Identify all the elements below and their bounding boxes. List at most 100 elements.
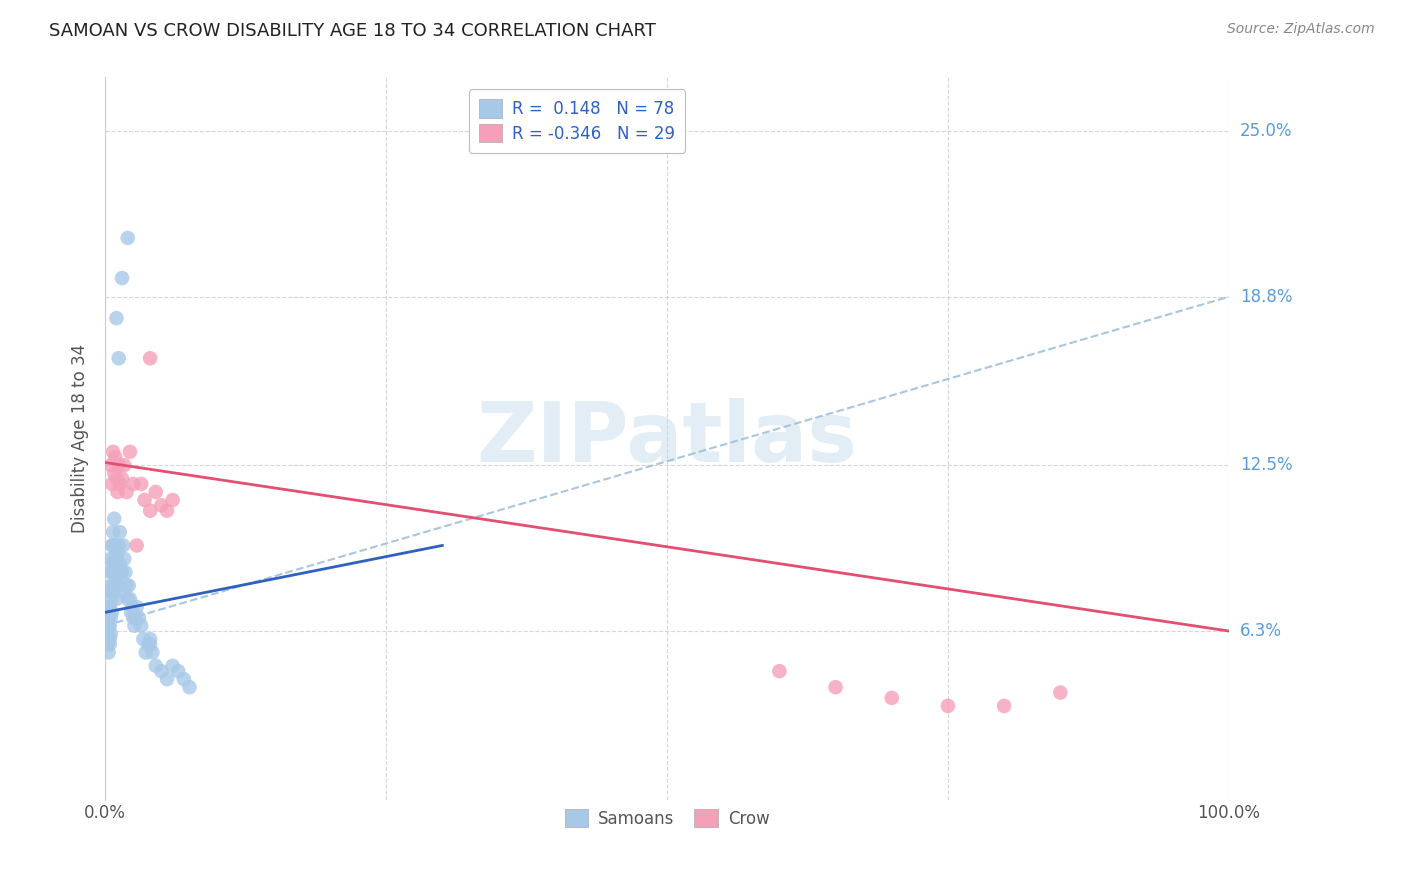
Point <box>97 610 120 624</box>
Point <box>135 645 157 659</box>
Point <box>98 637 121 651</box>
Point <box>993 698 1015 713</box>
Point <box>162 658 184 673</box>
Point <box>124 618 146 632</box>
Point <box>108 525 131 540</box>
Point <box>101 565 124 579</box>
Point <box>101 605 124 619</box>
Point <box>100 458 122 473</box>
Point <box>101 445 124 459</box>
Point <box>107 546 129 560</box>
Point <box>936 698 959 713</box>
Point <box>107 458 129 473</box>
Point <box>103 538 125 552</box>
Point <box>139 504 162 518</box>
Point <box>103 551 125 566</box>
Point <box>101 538 124 552</box>
Point <box>139 637 162 651</box>
Point <box>104 538 127 552</box>
Point <box>103 467 125 481</box>
Point <box>104 450 127 465</box>
Point <box>104 573 127 587</box>
Point <box>114 565 136 579</box>
Point <box>145 485 167 500</box>
Point <box>105 472 128 486</box>
Point <box>96 605 118 619</box>
Point <box>179 680 201 694</box>
Point <box>156 504 179 518</box>
Point <box>108 477 131 491</box>
Text: SAMOAN VS CROW DISABILITY AGE 18 TO 34 CORRELATION CHART: SAMOAN VS CROW DISABILITY AGE 18 TO 34 C… <box>49 22 657 40</box>
Point <box>107 351 129 366</box>
Point <box>132 632 155 646</box>
Point <box>103 565 125 579</box>
Point <box>98 599 121 614</box>
Point <box>112 538 135 552</box>
Legend: Samoans, Crow: Samoans, Crow <box>558 803 776 835</box>
Point <box>96 624 118 638</box>
Point <box>105 591 128 606</box>
Point <box>768 664 790 678</box>
Point <box>150 499 173 513</box>
Point <box>111 583 134 598</box>
Point <box>1049 685 1071 699</box>
Point <box>118 578 141 592</box>
Point <box>101 477 124 491</box>
Point <box>115 578 138 592</box>
Point <box>173 672 195 686</box>
Point <box>141 645 163 659</box>
Point <box>139 632 162 646</box>
Point <box>111 271 134 285</box>
Point <box>136 637 159 651</box>
Y-axis label: Disability Age 18 to 34: Disability Age 18 to 34 <box>72 344 89 533</box>
Point <box>101 525 124 540</box>
Point <box>125 538 148 552</box>
Point <box>101 578 124 592</box>
Text: 12.5%: 12.5% <box>1240 456 1292 475</box>
Point <box>117 591 139 606</box>
Point <box>105 578 128 592</box>
Point <box>162 493 184 508</box>
Point <box>122 610 145 624</box>
Point <box>105 311 128 326</box>
Point <box>112 458 135 473</box>
Point <box>824 680 846 694</box>
Point <box>111 565 134 579</box>
Text: Source: ZipAtlas.com: Source: ZipAtlas.com <box>1227 22 1375 37</box>
Text: 25.0%: 25.0% <box>1240 122 1292 140</box>
Point <box>150 664 173 678</box>
Point <box>120 605 142 619</box>
Point <box>880 690 903 705</box>
Point <box>112 551 135 566</box>
Point <box>115 485 138 500</box>
Point <box>97 618 120 632</box>
Point <box>107 538 129 552</box>
Text: 18.8%: 18.8% <box>1240 288 1292 306</box>
Point <box>121 599 143 614</box>
Point <box>97 632 120 646</box>
Point <box>98 632 121 646</box>
Point <box>134 493 156 508</box>
Point <box>128 610 150 624</box>
Point <box>101 583 124 598</box>
Point <box>124 610 146 624</box>
Point <box>100 551 122 566</box>
Point <box>107 578 129 592</box>
Point <box>108 557 131 571</box>
Point <box>118 591 141 606</box>
Point <box>100 578 122 592</box>
Point <box>100 626 122 640</box>
Point <box>117 231 139 245</box>
Point <box>145 658 167 673</box>
Point <box>98 618 121 632</box>
Point <box>100 565 122 579</box>
Point <box>97 599 120 614</box>
Point <box>129 618 152 632</box>
Point <box>118 445 141 459</box>
Point <box>97 645 120 659</box>
Point <box>105 551 128 566</box>
Point <box>125 599 148 614</box>
Point <box>103 512 125 526</box>
Point <box>101 538 124 552</box>
Point <box>111 472 134 486</box>
